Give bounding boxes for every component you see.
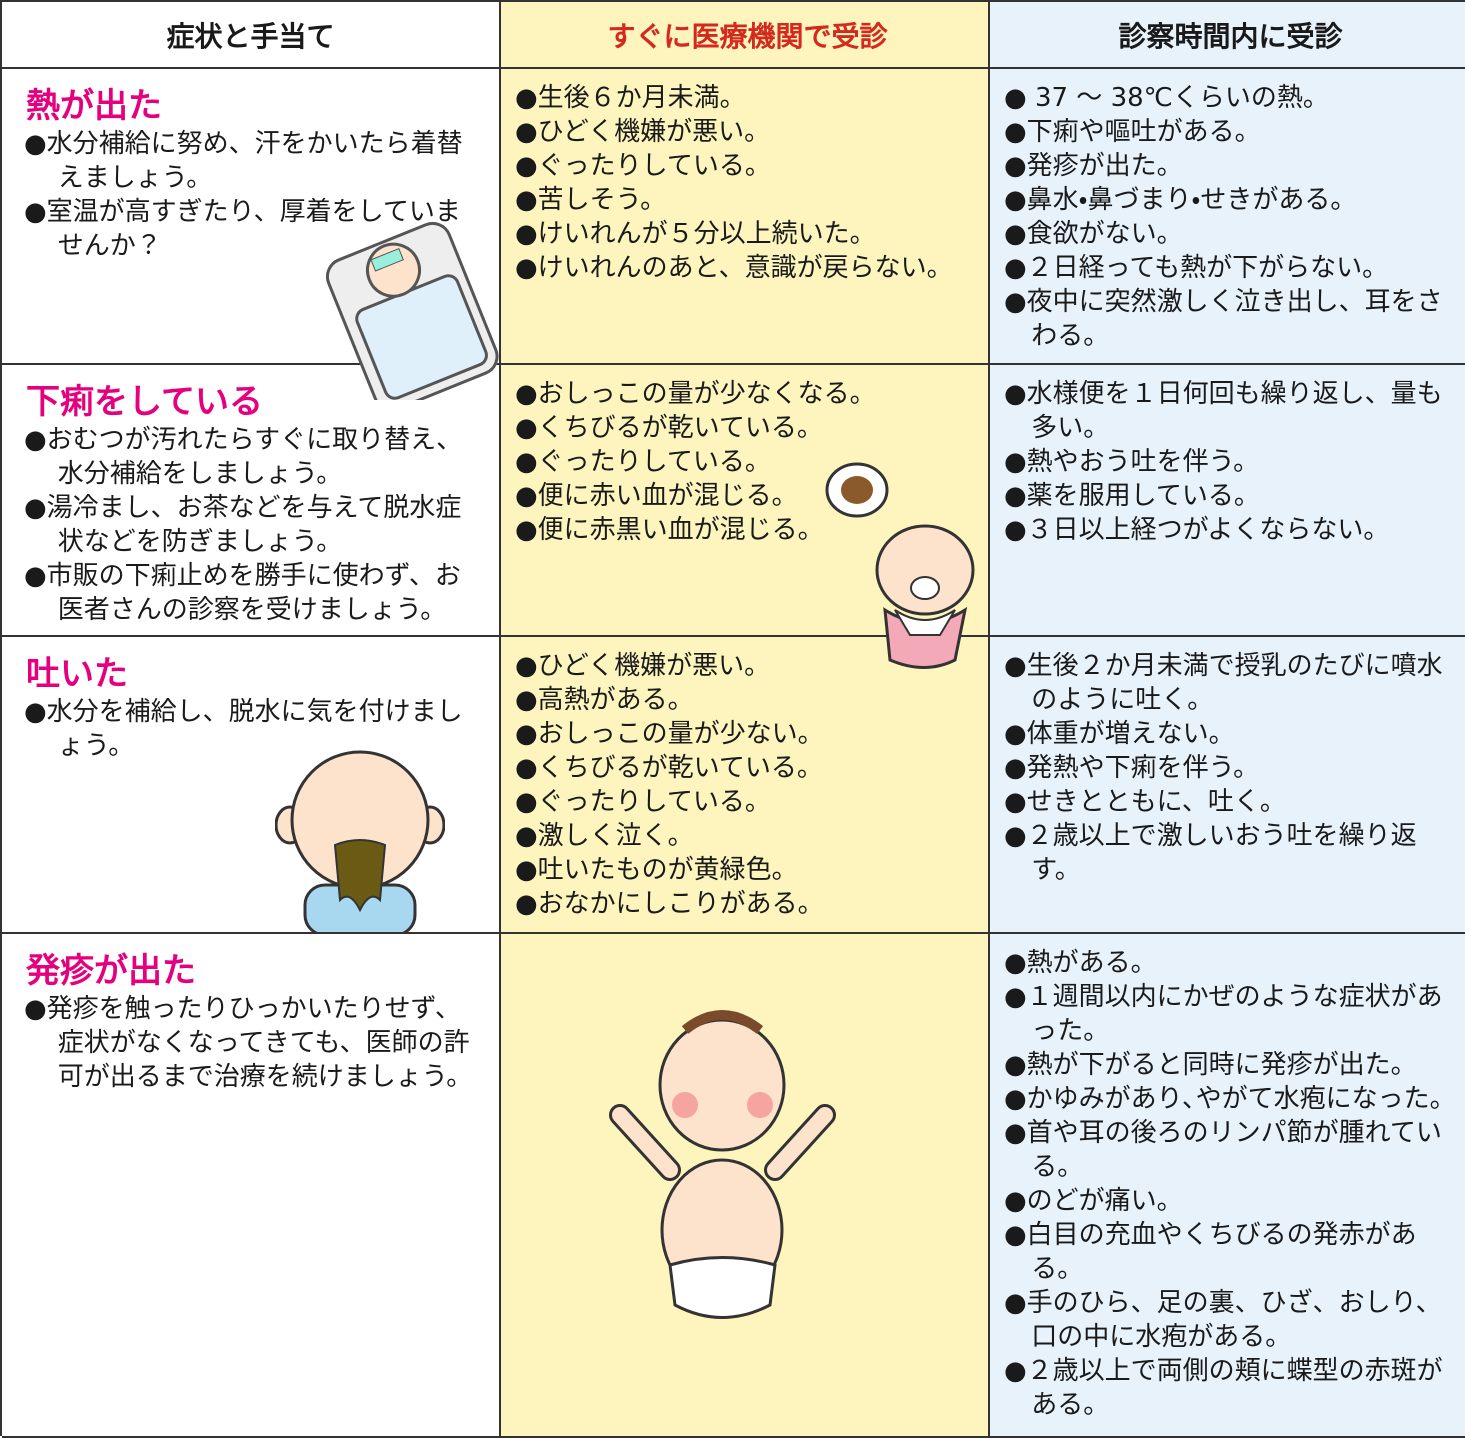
list-item: ●おしっこの量が少ない。 [515, 719, 824, 749]
list-item: ●けいれんが５分以上続いた。 [515, 219, 876, 249]
list-item: ●１週間以内にかぜのような症状があった。 [1004, 982, 1443, 1046]
list-item: ●体重が増えない。 [1004, 719, 1235, 749]
list-item: ●ぐったりしている。 [515, 447, 771, 477]
list-item: ●吐いたものが黄緑色。 [515, 855, 798, 885]
list-item: ●鼻水・鼻づまり・せきがある。 [1004, 185, 1357, 215]
list-item: ●おしっこの量が少なくなる。 [515, 379, 876, 409]
list-item: ●激しく泣く。 [515, 821, 694, 851]
rash-baby-illustration [609, 1010, 836, 1319]
list-item: ●かゆみがあり､やがて水疱になった。 [1004, 1084, 1456, 1114]
list-item: ●２歳以上で激しいおう吐を繰り返す。 [1004, 821, 1417, 885]
list-item: ●白目の充血やくちびるの発赤がある。 [1004, 1220, 1417, 1284]
urgent-cell: ●おしっこの量が少なくなる。 ●くちびるが乾いている。 ●ぐったりしている。 ●便に赤… [501, 365, 990, 637]
list-item: ●せきとともに、吐く。 [1004, 787, 1286, 817]
list-item: ●発疹が出た。 [1004, 151, 1183, 181]
crying-baby-illustration [825, 462, 975, 669]
list-item: ●生後６か月未満。 [515, 83, 746, 113]
list-item: ●２歳以上で両側の頬に蝶型の赤斑がある。 [1004, 1356, 1443, 1420]
symptom-title: 下痢をしている [26, 382, 263, 422]
list-item: ● 37 ～ 38℃くらいの熱。 [1004, 83, 1329, 113]
list-item: ●ひどく機嫌が悪い。 [515, 117, 771, 147]
list-item: ●くちびるが乾いている。 [515, 413, 823, 443]
list-item: ●ぐったりしている。 [515, 151, 771, 181]
care-cell: 下痢をしている ●おむつが汚れたらすぐに取り替え、水分補給をしましょう。 ●湯冷まし… [2, 365, 501, 637]
list-item: ●手のひら、足の裏、ひざ、おしり、口の中に水疱がある。 [1004, 1288, 1442, 1352]
clinic-cell: ●熱がある。 ●１週間以内にかぜのような症状があった。 ●熱が下がると同時に発疹が出… [990, 934, 1465, 1438]
list-item: ●くちびるが乾いている。 [515, 753, 823, 783]
list-item: ●水分を補給し、脱水に気を付けましょう。 [24, 697, 463, 761]
list-item: ●便に赤い血が混じる。 [515, 481, 798, 511]
list-item: ●けいれんのあと、意識が戻らない。 [515, 253, 953, 283]
column-header: 症状と手当て [2, 2, 501, 69]
list-item: ●苦しそう。 [515, 185, 667, 215]
baby-bed-illustration [325, 221, 499, 400]
urgent-cell: ●ひどく機嫌が悪い。 ●高熱がある。 ●おしっこの量が少ない。 ●くちびるが乾いている… [501, 637, 990, 934]
list-item: ●ぐったりしている。 [515, 787, 771, 817]
list-item: ●熱がある。 [1004, 948, 1157, 978]
list-item: ●発熱や下痢を伴う。 [1004, 753, 1260, 783]
list-item: ●首や耳の後ろのリンパ節が腫れている。 [1004, 1118, 1442, 1182]
list-item: ●生後２か月未満で授乳のたびに噴水のように吐く。 [1004, 651, 1443, 715]
urgent-cell: ●生後６か月未満。 ●ひどく機嫌が悪い。 ●ぐったりしている。 ●苦しそう。 ●けいれん… [501, 69, 990, 365]
symptom-title: 熱が出た [26, 86, 162, 126]
column-header: 診察時間内に受診 [990, 2, 1465, 69]
list-item: ●水様便を１日何回も繰り返し、量も多い。 [1004, 379, 1443, 443]
list-item: ●おなかにしこりがある。 [515, 889, 824, 919]
clinic-cell: ● 37 ～ 38℃くらいの熱。 ●下痢や嘔吐がある。 ●発疹が出た。 ●鼻水・鼻づま… [990, 69, 1465, 365]
list-item: ●発疹を触ったりひっかいたりせず、症状がなくなってきても、医師の許可が出るまで治… [24, 994, 473, 1092]
list-item: ●市販の下痢止めを勝手に使わず、お医者さんの診察を受けましょう。 [24, 561, 461, 625]
list-item: ●室温が高すぎたり、厚着をしていませんか？ [24, 197, 461, 261]
vomiting-baby-illustration [275, 750, 445, 932]
list-item: ●食欲がない。 [1004, 219, 1183, 249]
list-item: ●熱が下がると同時に発疹が出た。 [1004, 1050, 1417, 1080]
care-cell: 発疹が出た ●発疹を触ったりひっかいたりせず、症状がなくなってきても、医師の許可が… [2, 934, 501, 1438]
list-item: ●便に赤黒い血が混じる。 [515, 515, 824, 545]
symptom-title: 発疹が出た [26, 951, 196, 991]
list-item: ●熱やおう吐を伴う。 [1004, 447, 1260, 477]
clinic-cell: ●水様便を１日何回も繰り返し、量も多い。 ●熱やおう吐を伴う。 ●薬を服用している。… [990, 365, 1465, 637]
list-item: ●２日経っても熱が下がらない。 [1004, 253, 1389, 283]
list-item: ●ひどく機嫌が悪い。 [515, 651, 771, 681]
list-item: ●水分補給に努め、汗をかいたら着替えましょう。 [24, 129, 463, 193]
list-item: ●夜中に突然激しく泣き出し、耳をさわる。 [1004, 287, 1443, 351]
list-item: ●下痢や嘔吐がある。 [1004, 117, 1261, 147]
list-item: ●湯冷まし、お茶などを与えて脱水症状などを防ぎましょう。 [24, 493, 462, 557]
list-item: ●薬を服用している。 [1004, 481, 1260, 511]
list-item: ●のどが痛い。 [1004, 1186, 1183, 1216]
list-item: ●３日以上経つがよくならない。 [1004, 515, 1390, 545]
clinic-cell: ●生後２か月未満で授乳のたびに噴水のように吐く。 ●体重が増えない。 ●発熱や下痢を… [990, 637, 1465, 934]
symptom-title: 吐いた [26, 654, 128, 694]
column-header: すぐに医療機関で受診 [501, 2, 990, 69]
list-item: ●高熱がある。 [515, 685, 694, 715]
list-item: ●おむつが汚れたらすぐに取り替え、水分補給をしましょう。 [24, 425, 463, 489]
